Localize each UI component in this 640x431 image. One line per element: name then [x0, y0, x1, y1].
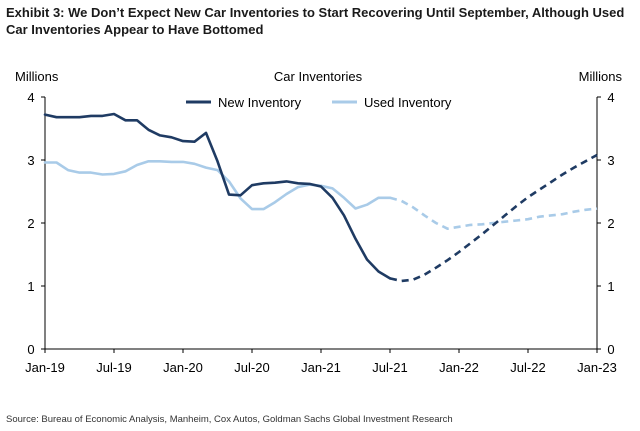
x-tick-label: Jul-19 [96, 360, 131, 375]
series-line-used-inventory-actual [43, 160, 392, 211]
legend: New Inventory Used Inventory [186, 95, 452, 110]
x-tick-label: Jul-20 [234, 360, 269, 375]
y-axis-left-label: Millions [15, 69, 59, 84]
y-tick-label-left: 3 [27, 153, 34, 168]
x-tick-label: Jan-19 [25, 360, 65, 375]
y-tick-label-left: 4 [27, 90, 34, 105]
legend-label-new-inventory: New Inventory [218, 95, 302, 110]
x-tick-label: Jul-21 [372, 360, 407, 375]
chart-title: Car Inventories [274, 69, 363, 84]
y-tick-label-right: 1 [607, 279, 614, 294]
legend-label-used-inventory: Used Inventory [364, 95, 452, 110]
y-tick-label-left: 2 [27, 216, 34, 231]
y-tick-label-left: 1 [27, 279, 34, 294]
series-line-new-inventory-actual [43, 112, 392, 280]
y-tick-label-right: 2 [607, 216, 614, 231]
x-tick-label: Jan-21 [301, 360, 341, 375]
y-tick-label-right: 4 [607, 90, 614, 105]
y-tick-label-right: 3 [607, 153, 614, 168]
source-note: Source: Bureau of Economic Analysis, Man… [6, 414, 453, 425]
series-line-new-inventory-forecast [389, 153, 598, 283]
x-tick-label: Jan-22 [439, 360, 479, 375]
y-tick-label-left: 0 [27, 342, 34, 357]
x-tick-label: Jul-22 [510, 360, 545, 375]
x-tick-label: Jan-23 [577, 360, 617, 375]
series-lines [43, 112, 598, 283]
y-axis-right-label: Millions [579, 69, 623, 84]
series-line-used-inventory-forecast [389, 196, 598, 230]
exhibit-title: Exhibit 3: We Don’t Expect New Car Inven… [6, 5, 625, 37]
x-tick-label: Jan-20 [163, 360, 203, 375]
axis-ticks: 0 0 1 1 2 2 3 3 4 4 Jan-19 Jul-19 Jan-20 Jul-20 Jan-21… [25, 90, 617, 375]
y-tick-label-right: 0 [607, 342, 614, 357]
